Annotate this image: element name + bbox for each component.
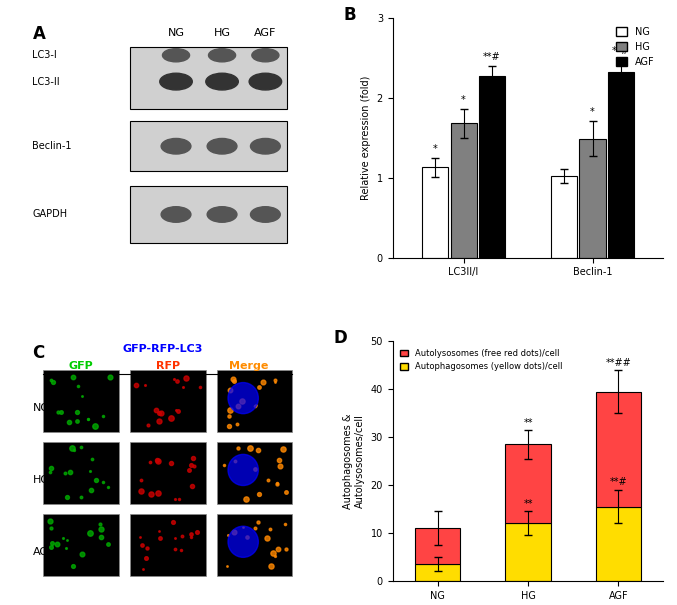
Text: A: A [32,25,45,44]
Text: *: * [461,95,466,105]
Text: **: ** [523,417,533,428]
Ellipse shape [228,454,259,485]
FancyBboxPatch shape [130,370,206,433]
Ellipse shape [162,48,190,62]
FancyBboxPatch shape [43,514,119,576]
FancyBboxPatch shape [130,514,206,576]
FancyBboxPatch shape [217,370,292,433]
Bar [551,176,577,258]
Text: *: * [433,144,437,154]
Ellipse shape [161,207,191,222]
Text: **#: **# [609,477,627,488]
Legend: NG, HG, AGF: NG, HG, AGF [612,23,659,71]
Ellipse shape [228,382,259,414]
FancyBboxPatch shape [217,514,292,576]
Ellipse shape [250,139,280,154]
Text: GAPDH: GAPDH [32,209,68,220]
FancyBboxPatch shape [130,442,206,504]
Bar [415,528,460,564]
Text: AGF: AGF [32,547,55,557]
Text: AGF: AGF [254,28,277,38]
Ellipse shape [207,139,237,154]
FancyBboxPatch shape [43,370,119,433]
Ellipse shape [161,139,191,154]
Bar [506,523,550,581]
Text: *: * [590,107,595,117]
Ellipse shape [160,73,192,90]
Text: GFP: GFP [69,361,93,370]
Y-axis label: Autophagosomes &
Autolysosomes/cell: Autophagosomes & Autolysosomes/cell [343,413,365,509]
FancyBboxPatch shape [130,121,287,171]
Bar [422,168,448,258]
Text: LC3-I: LC3-I [32,50,58,60]
Bar [415,564,460,581]
FancyBboxPatch shape [217,442,292,504]
Text: LC3-II: LC3-II [32,77,60,87]
Ellipse shape [249,73,282,90]
Ellipse shape [250,207,280,222]
Text: HG: HG [32,476,49,485]
Text: **##: **## [605,358,631,368]
Text: **#: **# [612,45,630,56]
Ellipse shape [207,207,237,222]
Ellipse shape [206,73,238,90]
Bar [506,444,550,523]
Bar [450,123,477,258]
Ellipse shape [252,48,279,62]
Text: Beclin-1: Beclin-1 [32,141,72,151]
Ellipse shape [209,48,236,62]
Text: B: B [344,6,357,24]
Y-axis label: Relative expression (fold): Relative expression (fold) [361,76,371,200]
Text: D: D [333,329,347,347]
Text: **#: **# [483,52,501,62]
Legend: Autolysosomes (free red dots)/cell, Autophagosomes (yellow dots)/cell: Autolysosomes (free red dots)/cell, Auto… [397,345,566,374]
Ellipse shape [228,526,259,557]
Text: GFP-RFP-LC3: GFP-RFP-LC3 [123,344,202,354]
Text: RFP: RFP [156,361,180,370]
Text: Merge: Merge [230,361,269,370]
Text: C: C [32,344,45,362]
Bar [596,506,641,581]
FancyBboxPatch shape [130,47,287,109]
Bar [580,139,606,258]
Bar [596,391,641,506]
Text: HG: HG [213,28,231,38]
Text: NG: NG [32,404,49,413]
Bar [608,71,634,258]
FancyBboxPatch shape [130,186,287,243]
Text: NG: NG [167,28,185,38]
FancyBboxPatch shape [43,442,119,504]
Text: **: ** [523,499,533,509]
Bar [479,76,505,258]
